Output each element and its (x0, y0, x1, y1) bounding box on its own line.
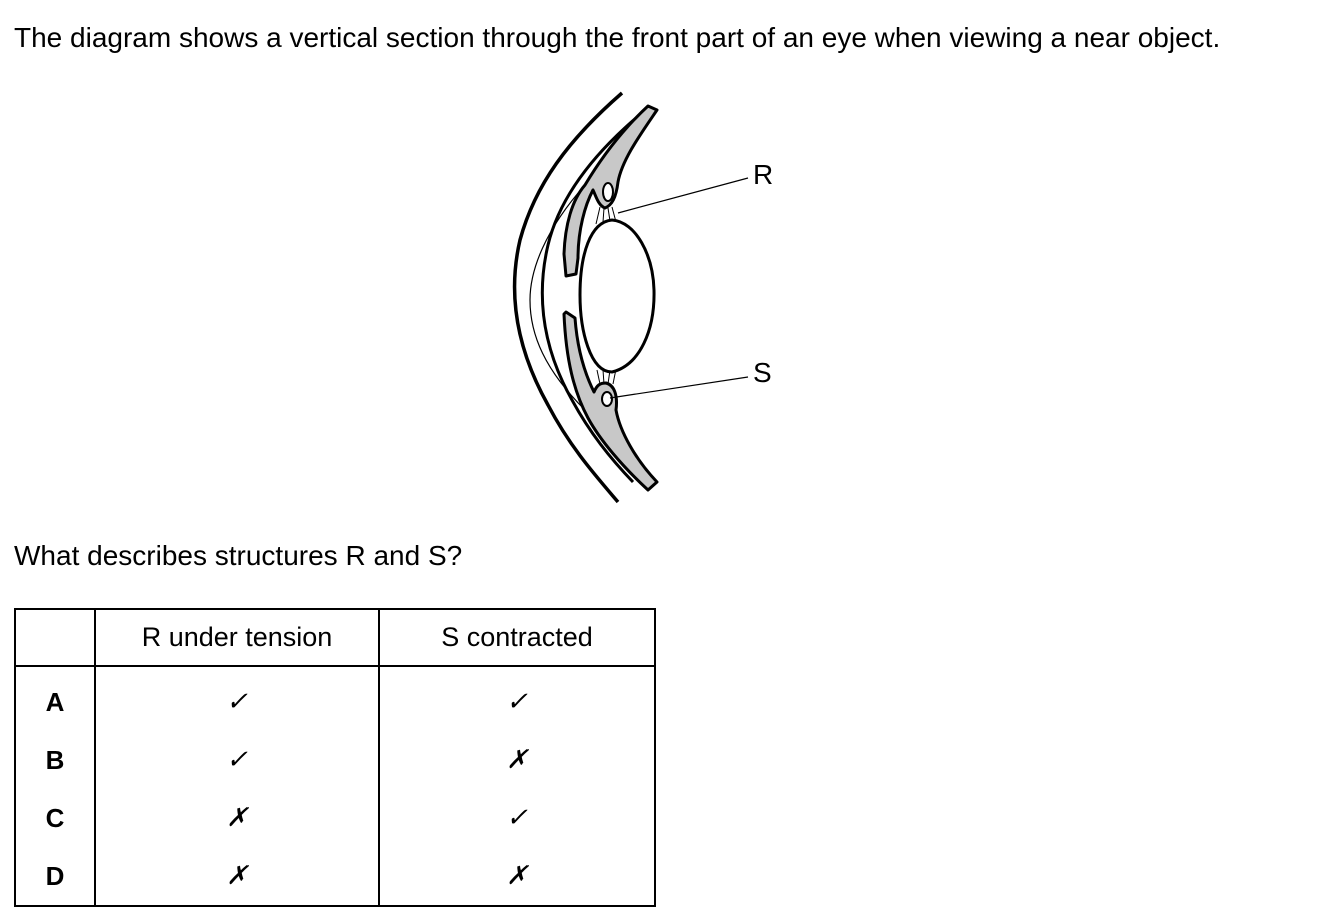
upper-iris-ciliary (562, 104, 659, 278)
s-mark: ✓ (378, 789, 656, 847)
anterior-chamber-line (529, 184, 586, 411)
option-label: D (14, 847, 96, 907)
option-label: A (14, 665, 96, 731)
upper-ciliary-node (602, 182, 614, 202)
r-mark: ✓ (94, 665, 380, 731)
header-r-under-tension: R under tension (94, 608, 380, 667)
label-s-leader (609, 376, 749, 399)
table-row: D ✗ ✗ (14, 847, 656, 907)
cornea-inner (540, 106, 649, 484)
option-label: C (14, 789, 96, 847)
answer-table: R under tension S contracted A ✓ ✓ B ✓ ✗… (14, 608, 656, 907)
label-r: R (753, 159, 773, 190)
r-mark: ✓ (94, 731, 380, 789)
label-s: S (753, 357, 772, 388)
r-mark: ✗ (94, 847, 380, 907)
lower-ciliary-node (601, 391, 613, 407)
table-row: B ✓ ✗ (14, 731, 656, 789)
r-mark: ✗ (94, 789, 380, 847)
header-empty (14, 608, 96, 667)
cornea-outer (512, 91, 624, 504)
lower-suspensory-ligaments (596, 368, 617, 385)
upper-suspensory-ligaments (595, 206, 617, 225)
question-prompt: What describes structures R and S? (14, 540, 463, 571)
header-s-contracted: S contracted (378, 608, 656, 667)
question-intro: The diagram shows a vertical section thr… (14, 22, 1221, 53)
lens (578, 218, 656, 374)
lower-iris-ciliary (562, 310, 659, 492)
table-row: A ✓ ✓ (14, 665, 656, 731)
table-row: C ✗ ✓ (14, 789, 656, 847)
option-label: B (14, 731, 96, 789)
label-r-leader (617, 177, 749, 214)
s-mark: ✓ (378, 665, 656, 731)
s-mark: ✗ (378, 847, 656, 907)
table-header-row: R under tension S contracted (14, 608, 656, 667)
s-mark: ✗ (378, 731, 656, 789)
